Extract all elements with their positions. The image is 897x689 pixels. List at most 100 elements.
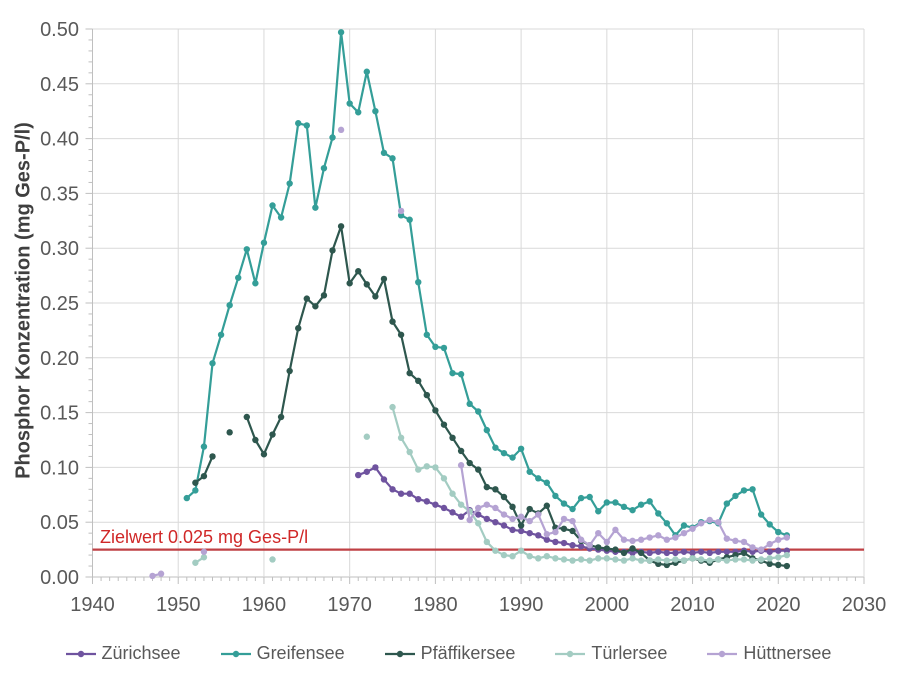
- y-tick-label: 0.30: [40, 238, 79, 260]
- data-point-zuerichsee: [655, 548, 662, 555]
- data-point-greifensee: [320, 164, 328, 172]
- legend-marker-huettnersee: [707, 650, 738, 657]
- data-point-tuerlersee: [629, 555, 636, 562]
- data-point-tuerlersee: [689, 555, 696, 562]
- legend: Zürichsee Greifensee Pfäffikersee Türlersee…: [0, 643, 897, 664]
- data-point-pfaeffikersee: [517, 522, 525, 529]
- target-line-label: Zielwert 0.025 mg Ges-P/l: [100, 527, 309, 547]
- legend-item-pfaeffikersee: Pfäffikersee: [384, 643, 515, 664]
- data-point-huettnersee: [672, 534, 679, 541]
- data-point-greifensee: [655, 510, 662, 517]
- data-point-pfaeffikersee: [543, 502, 551, 509]
- data-point-pfaeffikersee: [277, 413, 285, 421]
- data-point-zuerichsee: [397, 490, 405, 497]
- data-point-greifensee: [560, 500, 568, 507]
- data-point-greifensee: [500, 449, 508, 457]
- data-point-pfaeffikersee: [732, 551, 739, 559]
- data-point-zuerichsee: [406, 490, 413, 497]
- data-point-huettnersee: [595, 529, 602, 537]
- data-point-zuerichsee: [560, 539, 568, 547]
- x-tick-label: 1970: [327, 594, 372, 616]
- data-point-zuerichsee: [380, 476, 388, 483]
- data-point-greifensee: [192, 487, 199, 494]
- data-point-pfaeffikersee: [492, 486, 499, 493]
- data-point-pfaeffikersee: [226, 429, 233, 436]
- data-point-greifensee: [243, 246, 250, 253]
- data-point-zuerichsee: [766, 548, 773, 555]
- x-tick-label: 2030: [842, 594, 887, 616]
- data-point-huettnersee: [509, 515, 516, 523]
- data-point-pfaeffikersee: [440, 421, 448, 428]
- data-point-greifensee: [226, 301, 233, 309]
- data-point-greifensee: [732, 492, 739, 500]
- data-point-tuerlersee: [552, 555, 559, 562]
- data-point-pfaeffikersee: [629, 545, 636, 552]
- data-point-huettnersee: [483, 501, 491, 508]
- data-point-huettnersee: [543, 531, 551, 538]
- axis-ticks: [85, 28, 865, 584]
- data-point-greifensee: [577, 494, 585, 502]
- data-point-pfaeffikersee: [595, 544, 602, 551]
- data-point-pfaeffikersee: [655, 560, 662, 568]
- data-point-pfaeffikersee: [432, 407, 439, 414]
- data-point-tuerlersee: [680, 557, 688, 564]
- data-point-tuerlersee: [775, 554, 782, 561]
- legend-label-zuerichsee: Zürichsee: [101, 643, 181, 663]
- data-point-greifensee: [509, 454, 516, 461]
- data-point-pfaeffikersee: [569, 527, 576, 535]
- data-point-huettnersee: [655, 532, 662, 539]
- data-point-greifensee: [749, 486, 756, 493]
- data-point-huettnersee: [603, 538, 611, 546]
- y-tick-label: 0.10: [40, 457, 79, 479]
- legend-label-huettnersee: Hüttnersee: [743, 643, 832, 663]
- data-point-pfaeffikersee: [372, 293, 379, 300]
- data-point-greifensee: [329, 134, 336, 141]
- data-point-zuerichsee: [552, 538, 559, 546]
- data-point-greifensee: [663, 520, 671, 527]
- data-point-huettnersee: [560, 515, 568, 523]
- data-point-huettnersee: [715, 519, 722, 526]
- data-point-greifensee: [295, 120, 302, 127]
- data-point-pfaeffikersee: [346, 280, 353, 287]
- data-point-tuerlersee: [415, 466, 422, 473]
- data-point-tuerlersee: [577, 556, 585, 563]
- data-point-tuerlersee: [595, 555, 602, 562]
- data-point-zuerichsee: [415, 495, 422, 503]
- data-point-pfaeffikersee: [200, 472, 208, 480]
- legend-marker-tuerlersee: [555, 650, 586, 657]
- data-point-greifensee: [457, 371, 465, 378]
- data-point-huettnersee: [149, 572, 156, 580]
- data-point-pfaeffikersee: [260, 451, 268, 458]
- legend-label-greifensee: Greifensee: [256, 643, 345, 663]
- data-point-tuerlersee: [406, 448, 413, 456]
- y-tick-labels: 0.00 0.05 0.10 0.15 0.20 0.25 0.30 0.35 0.40 0.45…: [40, 19, 79, 589]
- data-point-zuerichsee: [389, 486, 396, 493]
- data-point-tuerlersee: [423, 463, 431, 470]
- data-point-tuerlersee: [723, 557, 731, 564]
- data-point-tuerlersee: [560, 556, 568, 563]
- data-point-greifensee: [440, 344, 448, 352]
- data-point-huettnersee: [466, 516, 473, 524]
- data-point-pfaeffikersee: [295, 325, 302, 332]
- data-point-zuerichsee: [457, 513, 465, 520]
- data-point-greifensee: [363, 68, 371, 75]
- series-huettnersee: [149, 126, 791, 580]
- data-point-greifensee: [252, 280, 259, 287]
- data-point-huettnersee: [629, 537, 636, 545]
- data-point-greifensee: [355, 109, 362, 116]
- data-point-huettnersee: [517, 513, 525, 520]
- data-point-pfaeffikersee: [775, 561, 782, 569]
- data-point-pfaeffikersee: [423, 391, 431, 399]
- data-point-huettnersee: [157, 570, 165, 577]
- data-point-zuerichsee: [697, 548, 705, 555]
- data-point-tuerlersee: [663, 557, 671, 564]
- data-point-huettnersee: [620, 536, 628, 543]
- data-point-huettnersee: [637, 536, 645, 543]
- data-point-zuerichsee: [783, 547, 791, 554]
- data-point-greifensee: [406, 216, 413, 223]
- data-point-zuerichsee: [543, 536, 551, 543]
- data-point-greifensee: [629, 506, 636, 514]
- data-point-greifensee: [415, 278, 422, 286]
- data-point-huettnersee: [706, 516, 713, 524]
- data-point-tuerlersee: [715, 556, 722, 563]
